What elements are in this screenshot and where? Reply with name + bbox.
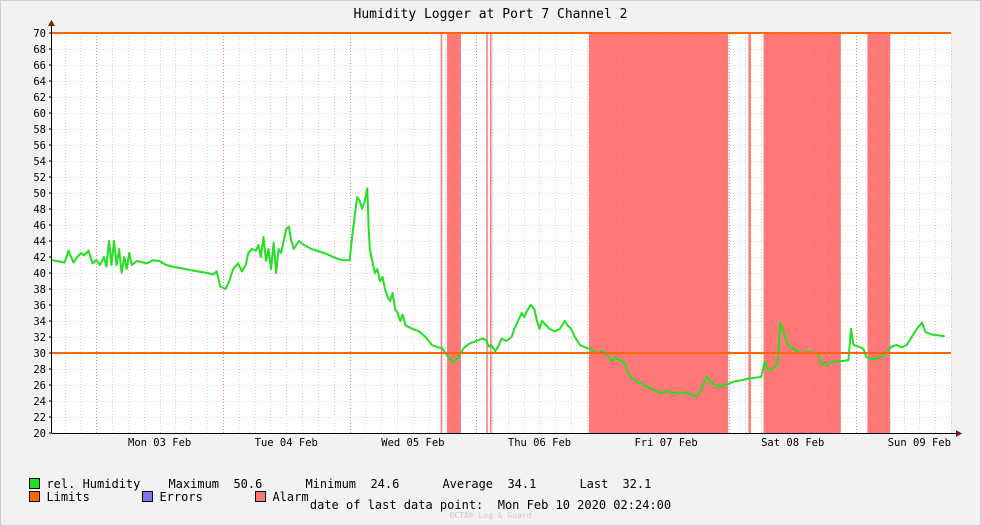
y-tick-label: 40	[33, 268, 46, 280]
y-tick-label: 32	[33, 332, 46, 344]
x-tick-label: Fri 07 Feb	[634, 437, 697, 449]
humidity-chart: 20 22 24 26 28 30 32 34 36 38 40 42 44 46 48 50 52 54 56 58…	[33, 7, 962, 449]
legend-label-errors: Errors	[159, 490, 203, 504]
x-tick-label: Mon 03 Feb	[128, 437, 191, 449]
x-tick-label: Thu 06 Feb	[508, 437, 571, 449]
y-tick-label: 52	[33, 172, 46, 184]
legend-swatch-limits	[29, 491, 41, 502]
stat-last-value: 32.1	[622, 477, 652, 491]
y-tick-label: 34	[33, 316, 46, 328]
y-tick-label: 22	[33, 412, 46, 424]
y-tick-label: 36	[33, 300, 46, 312]
stat-last-label: Last	[579, 477, 609, 491]
x-tick-label: Wed 05 Feb	[381, 437, 444, 449]
octa-watermark: OCTA® Log & Guard	[449, 511, 532, 520]
y-tick-label: 62	[33, 92, 46, 104]
alarm-band	[763, 33, 841, 433]
y-tick-label: 44	[33, 236, 46, 248]
y-tick-label: 54	[33, 156, 46, 168]
grid	[52, 33, 952, 434]
stat-average-value: 34.1	[507, 477, 537, 491]
legend-label-limits: Limits	[46, 490, 90, 504]
legend-swatch-alarm	[255, 491, 267, 502]
stat-maximum-label: Maximum	[168, 477, 220, 491]
legend-label-humidity: rel. Humidity	[46, 477, 141, 491]
y-tick-label: 38	[33, 284, 46, 296]
y-tick-label: 28	[33, 364, 46, 376]
y-tick-label: 70	[33, 28, 46, 40]
y-tick-label: 24	[33, 396, 46, 408]
y-tick-label: 64	[33, 76, 46, 88]
alarm-band	[490, 33, 492, 433]
legend-row-limits: Limits Errors Alarm	[15, 476, 309, 504]
chart-title: Humidity Logger at Port 7 Channel 2	[354, 7, 628, 22]
stat-average-label: Average	[442, 477, 494, 491]
y-tick-label: 50	[33, 188, 46, 200]
alarm-band	[447, 33, 461, 433]
stat-maximum-value: 50.6	[233, 477, 263, 491]
y-tick-label: 46	[33, 220, 46, 232]
alarm-band	[486, 33, 488, 433]
stat-minimum-label: Minimum	[305, 477, 357, 491]
y-tick-label: 66	[33, 60, 46, 72]
alarm-band	[748, 33, 751, 433]
stats-summary: Maximum 50.6 Minimum 24.6 Average 34.1 Last 32.…	[168, 477, 651, 491]
alarm-band	[867, 33, 891, 433]
y-axis-arrow	[48, 20, 55, 26]
y-tick-label: 60	[33, 108, 46, 120]
alarm-band	[588, 33, 729, 433]
legend-swatch-humidity	[29, 478, 41, 489]
y-tick-label: 68	[33, 44, 46, 56]
y-tick-label: 20	[33, 428, 46, 440]
stat-minimum-value: 24.6	[370, 477, 400, 491]
x-tick-label: Sat 08 Feb	[761, 437, 824, 449]
y-tick-label: 26	[33, 380, 46, 392]
legend-label-alarm: Alarm	[272, 490, 309, 504]
x-tick-label: Sun 09 Feb	[888, 437, 951, 449]
x-tick-label: Tue 04 Feb	[255, 437, 318, 449]
y-tick-label: 42	[33, 252, 46, 264]
x-axis-arrow	[956, 430, 962, 437]
y-tick-label: 58	[33, 124, 46, 136]
y-tick-label: 48	[33, 204, 46, 216]
alarm-band	[440, 33, 443, 433]
legend-row-humidity: rel. Humidity Maximum 50.6 Minimum 24.6 Avera…	[15, 463, 651, 491]
last-data-point-text: date of last data point: Mon Feb 10 2020…	[309, 498, 672, 512]
y-tick-label: 56	[33, 140, 46, 152]
series-line-humidity	[51, 187, 945, 398]
y-tick-label: 30	[33, 348, 46, 360]
legend-swatch-errors	[142, 491, 154, 502]
